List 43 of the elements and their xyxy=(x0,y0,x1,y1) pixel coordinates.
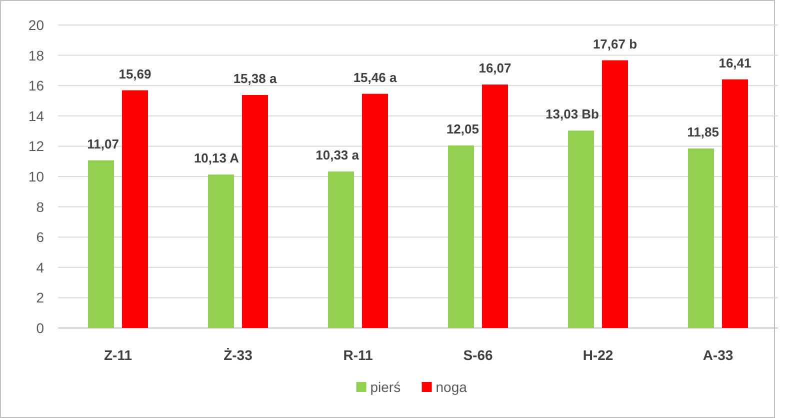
data-label: 10,33 a xyxy=(316,148,360,162)
bar xyxy=(568,130,594,328)
bar xyxy=(242,94,268,328)
data-label: 15,38 a xyxy=(233,70,278,86)
legend-label: noga xyxy=(436,379,468,395)
bar xyxy=(122,90,148,328)
y-tick-label: 20 xyxy=(28,17,44,33)
y-tick-label: 10 xyxy=(28,168,44,184)
y-tick-label: 16 xyxy=(28,78,44,94)
bar xyxy=(722,79,748,328)
data-label: 13,03 Bb xyxy=(546,106,600,122)
data-label: 16,07 xyxy=(478,60,512,76)
data-label: 15,69 xyxy=(118,66,152,82)
x-tick-label: R-11 xyxy=(343,347,373,363)
data-label: 11,85 xyxy=(687,124,719,140)
bar xyxy=(208,174,234,328)
data-label: 11,07 xyxy=(87,136,119,152)
x-tick-label: Z-11 xyxy=(104,347,132,363)
y-tick-label: 8 xyxy=(36,198,44,215)
data-label: 16,41 xyxy=(718,55,752,70)
y-tick-label: 4 xyxy=(36,259,44,276)
bar xyxy=(328,172,354,328)
bar xyxy=(482,84,508,328)
x-tick-label: A-33 xyxy=(702,347,734,363)
x-tick-label: H-22 xyxy=(582,347,614,363)
data-label: 10,13 A xyxy=(194,150,240,166)
bar xyxy=(602,60,628,328)
data-label: 12,05 xyxy=(446,121,479,136)
bar xyxy=(688,148,714,328)
bar xyxy=(448,145,474,328)
data-label: 15,46 a xyxy=(353,70,398,85)
y-tick-label: 2 xyxy=(36,290,44,306)
y-tick-label: 12 xyxy=(28,138,44,154)
y-tick-label: 18 xyxy=(28,47,44,64)
y-tick-label: 14 xyxy=(28,108,44,124)
bar xyxy=(88,160,114,328)
data-label: 17,67 b xyxy=(592,36,638,52)
x-tick-label: Ż-33 xyxy=(224,347,253,363)
x-tick-label: S-66 xyxy=(463,347,493,363)
y-tick-label: 0 xyxy=(36,320,44,336)
y-tick-label: 6 xyxy=(36,229,44,246)
legend-label: pierś xyxy=(370,379,401,395)
bar xyxy=(362,94,388,328)
